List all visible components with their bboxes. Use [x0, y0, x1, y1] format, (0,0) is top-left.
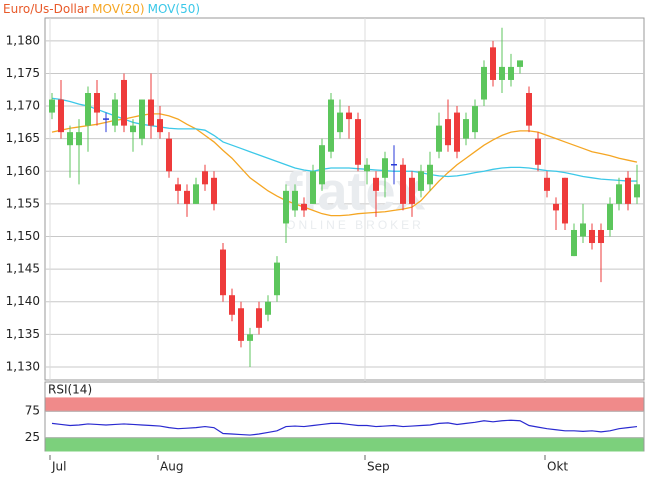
candle-body — [580, 223, 586, 237]
candle-body — [517, 60, 523, 67]
legend: Euro/Us-Dollar MOV(20) MOV(50) — [3, 2, 200, 16]
x-tick-label: Jul — [51, 460, 66, 474]
legend-entry: MOV(50) — [148, 2, 200, 16]
candle-body — [382, 158, 388, 178]
candle-body — [409, 177, 415, 204]
candle-body — [373, 177, 379, 191]
candle-body — [76, 132, 82, 146]
y-tick-label: 1,150 — [6, 229, 40, 243]
candle-body — [175, 184, 181, 191]
candle-body — [490, 47, 496, 80]
legend-entry: MOV(20) — [92, 2, 144, 16]
candle-body — [121, 79, 127, 126]
candle-body — [310, 171, 316, 204]
candle-body — [463, 119, 469, 139]
y-tick-label: 1,155 — [6, 196, 40, 210]
candle-body — [94, 93, 100, 113]
y-tick-label: 1,140 — [6, 294, 40, 308]
candle-body — [301, 203, 307, 211]
candle-body — [427, 164, 433, 185]
watermark-tagline: ONLINE BROKER — [286, 218, 424, 232]
candle-body — [400, 164, 406, 204]
candle-body — [472, 106, 478, 133]
candle-body — [589, 229, 595, 244]
candle-body — [346, 112, 352, 120]
candle-body — [157, 119, 163, 133]
candle-body — [355, 119, 361, 165]
candle-body — [238, 308, 244, 341]
candle-body — [229, 295, 235, 315]
candle-body — [481, 66, 487, 100]
y-tick-label: 1,180 — [6, 33, 40, 47]
candle-body — [562, 177, 568, 224]
candle-body — [256, 308, 262, 328]
y-tick-label: 1,130 — [6, 359, 40, 373]
candle-body — [49, 99, 55, 113]
y-tick-label: 1,160 — [6, 164, 40, 178]
candle-body — [211, 177, 217, 204]
candle-body — [166, 138, 172, 172]
y-tick-label: 1,175 — [6, 66, 40, 80]
candle-body — [247, 334, 253, 341]
y-tick-label: 25 — [25, 430, 40, 444]
candle-body — [184, 190, 190, 204]
x-tick-label: Sep — [367, 460, 390, 474]
candle-body — [553, 203, 559, 211]
band — [45, 397, 644, 412]
candle-body — [364, 164, 370, 172]
candle-body — [634, 184, 640, 198]
candle-body — [328, 99, 334, 152]
y-tick-label: 1,170 — [6, 99, 40, 113]
plot-area — [44, 17, 645, 381]
y-tick-label: 1,145 — [6, 262, 40, 276]
candle-body — [139, 99, 145, 139]
candle-body — [418, 171, 424, 191]
candle-body — [607, 203, 613, 230]
candle-body — [265, 301, 271, 315]
rsi-line — [51, 419, 638, 436]
candle-body — [616, 184, 622, 204]
candle-body — [85, 93, 91, 126]
candle-body — [499, 66, 505, 80]
candle-body — [148, 99, 154, 126]
y-tick-label: 1,165 — [6, 131, 40, 145]
candle-body — [526, 93, 532, 126]
candle-body — [508, 66, 514, 80]
candle-body — [625, 177, 631, 204]
x-tick-label: Okt — [547, 460, 568, 474]
candle-body — [571, 229, 577, 257]
y-tick-label: 75 — [25, 404, 40, 418]
candle-body — [202, 171, 208, 185]
candle-body — [112, 99, 118, 126]
y-tick-label: 1,135 — [6, 327, 40, 341]
candle-body — [292, 190, 298, 211]
band — [45, 437, 644, 452]
candle-body — [193, 184, 199, 204]
candle-body — [436, 125, 442, 152]
candle-body — [445, 119, 451, 146]
candle-body — [58, 99, 64, 133]
candle-body — [130, 125, 136, 133]
candle-body — [544, 177, 550, 191]
candle-body — [67, 132, 73, 146]
candle-body — [598, 229, 604, 244]
legend-entry: Euro/Us-Dollar — [3, 2, 89, 16]
candle-body — [535, 138, 541, 165]
panel-label: RSI(14) — [48, 383, 92, 397]
candle-body — [319, 145, 325, 185]
candle-body — [274, 262, 280, 296]
x-tick-label: Aug — [160, 460, 183, 474]
candle-body — [337, 112, 343, 133]
candle-body — [220, 249, 226, 296]
candle-body — [454, 112, 460, 152]
candle-body — [283, 190, 289, 224]
